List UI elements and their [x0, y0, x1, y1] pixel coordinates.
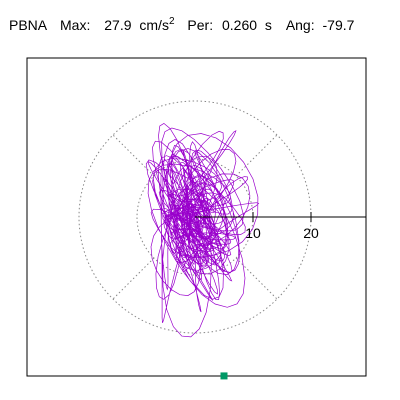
max-unit: cm/s2: [139, 14, 174, 33]
radial-tick-label-20: 20: [303, 225, 319, 241]
grid-spoke-45: [235, 134, 278, 177]
grid-spoke-225: [112, 257, 155, 300]
radial-tick-label-10: 10: [245, 225, 261, 241]
max-label: Max:: [60, 17, 91, 33]
grid-spoke-315: [235, 257, 278, 300]
station-code: PBNA: [9, 17, 48, 33]
max-value: 27.9: [104, 17, 132, 33]
period-value: 0.260: [221, 17, 258, 33]
record-header: PBNA Max: 27.9 cm/s2 Per: 0.260 s Ang: -…: [9, 14, 354, 33]
trace-line: [145, 122, 260, 338]
period-label: Per:: [187, 17, 214, 33]
period-unit: s: [264, 17, 272, 33]
max-unit-base: cm/s: [139, 17, 169, 33]
end-marker-group: [220, 372, 228, 380]
reference-axis: 10 20: [195, 212, 366, 241]
motion-trace: [145, 122, 260, 338]
grid-spoke-135: [112, 134, 155, 177]
angle-label: Ang:: [285, 17, 315, 33]
max-unit-exponent: 2: [168, 16, 175, 27]
end-marker: [220, 372, 228, 380]
angle-value: -79.7: [322, 17, 355, 33]
